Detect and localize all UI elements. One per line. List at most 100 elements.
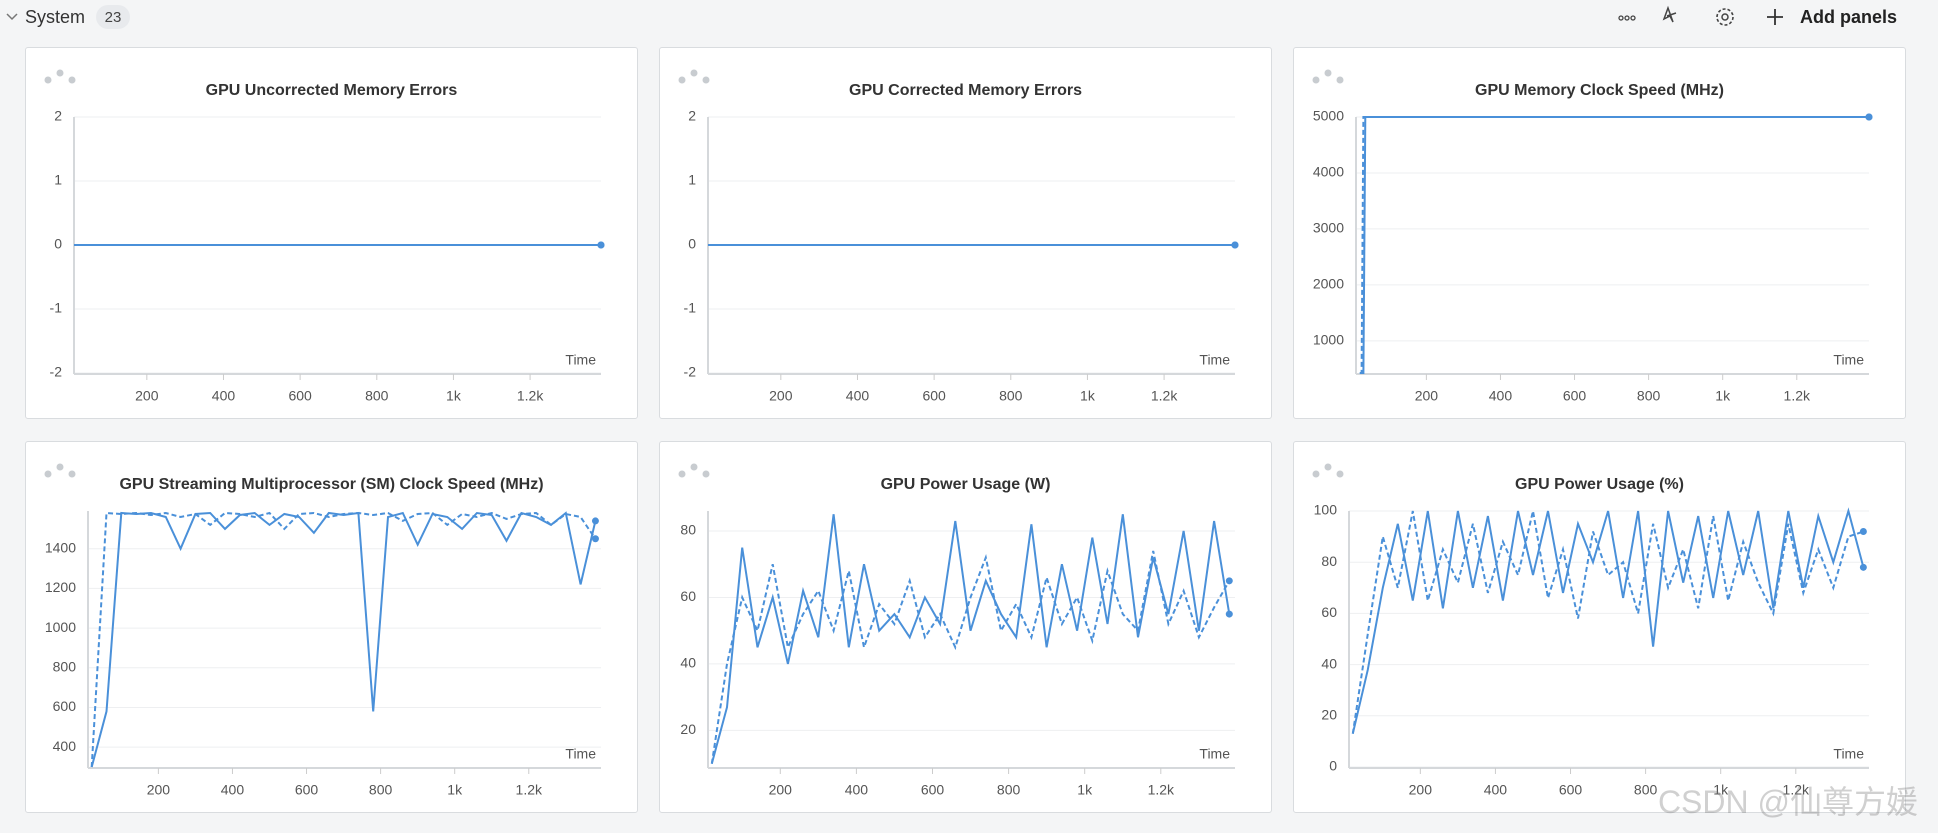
y-tick-label: 5000 <box>1313 108 1344 124</box>
section-title[interactable]: System <box>25 7 85 27</box>
panel-icon <box>1324 463 1332 471</box>
x-tick-label: 400 <box>1484 782 1508 798</box>
x-axis-label: Time <box>1199 746 1230 762</box>
x-tick-label: 600 <box>921 782 945 798</box>
x-tick-label: 1k <box>446 388 462 404</box>
x-tick-label: 1.2k <box>1784 388 1811 404</box>
x-tick-label: 200 <box>769 782 793 798</box>
x-tick-label: 800 <box>999 388 1023 404</box>
panel-icon <box>68 76 76 84</box>
y-tick-label: 60 <box>1321 604 1337 620</box>
y-tick-label: 1 <box>688 172 696 188</box>
y-tick-label: 1400 <box>45 539 76 555</box>
series-line <box>1351 507 1865 734</box>
x-tick-label: 1k <box>1077 782 1093 798</box>
chart: GPU Corrected Memory Errors -2 -1 0 1 2 200 400… <box>678 69 1239 404</box>
count-badge <box>96 5 130 29</box>
chart-title: GPU Uncorrected Memory Errors <box>206 82 458 99</box>
y-tick-label: 4000 <box>1313 164 1344 180</box>
x-tick-label: 600 <box>1563 388 1587 404</box>
x-tick-label: 400 <box>212 388 236 404</box>
x-axis-label: Time <box>1199 352 1230 368</box>
chart-title: GPU Memory Clock Speed (MHz) <box>1475 82 1724 99</box>
end-point <box>591 517 599 525</box>
x-tick-label: 800 <box>1637 388 1661 404</box>
chart-title: GPU Streaming Multiprocessor (SM) Clock … <box>119 476 543 493</box>
add-panels-button[interactable]: Add panels <box>1800 7 1897 27</box>
x-tick-label: 200 <box>135 388 159 404</box>
y-tick-label: 80 <box>1321 553 1337 569</box>
end-point <box>591 535 599 543</box>
chart-panel[interactable]: GPU Memory Clock Speed (MHz) 1000 2000 3000… <box>1293 47 1906 419</box>
y-tick-label: 1200 <box>45 579 76 595</box>
x-axis-label: Time <box>565 352 596 368</box>
panel-icon <box>678 76 686 84</box>
x-tick-label: 600 <box>922 388 946 404</box>
panel-icon <box>1324 69 1332 77</box>
panel-icon <box>690 69 698 77</box>
more-button[interactable] <box>1618 15 1636 21</box>
x-tick-label: 800 <box>997 782 1021 798</box>
section-count: 23 <box>105 9 122 26</box>
panel-icon <box>44 470 52 478</box>
chart-panel[interactable]: GPU Corrected Memory Errors -2 -1 0 1 2 200 400… <box>659 47 1272 419</box>
y-tick-label: 400 <box>53 738 77 754</box>
x-tick-label: 1.2k <box>1783 782 1810 798</box>
y-tick-label: 600 <box>53 698 77 714</box>
x-tick-label: 800 <box>365 388 389 404</box>
x-tick-label: 200 <box>769 388 793 404</box>
collapse-icon[interactable] <box>6 13 18 21</box>
x-tick-label: 400 <box>1489 388 1513 404</box>
chart: GPU Streaming Multiprocessor (SM) Clock … <box>44 463 601 798</box>
series-line <box>1359 116 1869 374</box>
panel-icon <box>702 470 710 478</box>
y-tick-label: 1 <box>54 172 62 188</box>
settings-button[interactable] <box>1716 8 1734 26</box>
end-point <box>1865 113 1873 121</box>
y-tick-label: 40 <box>1321 655 1337 671</box>
y-tick-label: 40 <box>680 655 696 671</box>
x-tick-label: 200 <box>1415 388 1439 404</box>
watermark: CSDN @仙尊方媛 <box>1657 784 1918 820</box>
panel-icon <box>1312 470 1320 478</box>
y-tick-label: 20 <box>680 721 696 737</box>
x-tick-label: 1k <box>1080 388 1096 404</box>
x-tick-label: 1.2k <box>1151 388 1178 404</box>
chart-panel[interactable]: GPU Power Usage (%) 0 20 40 60 80 100 200 400 600… <box>1293 441 1906 813</box>
chart: GPU Power Usage (W) 20 40 60 80 200 400 600 800 1… <box>678 463 1235 798</box>
chart: GPU Uncorrected Memory Errors -2 -1 0 1 2 200 4… <box>44 69 605 404</box>
y-tick-label: 0 <box>1329 758 1337 774</box>
y-tick-label: -2 <box>684 364 697 380</box>
end-point <box>1231 241 1239 249</box>
x-tick-label: 1.2k <box>517 388 544 404</box>
x-axis-label: Time <box>565 746 596 762</box>
x-tick-label: 400 <box>221 782 245 798</box>
y-tick-label: 2 <box>54 108 62 124</box>
panel-icon <box>690 463 698 471</box>
series-line <box>90 511 597 768</box>
pin-button[interactable] <box>1662 5 1677 23</box>
panel-icon <box>1312 76 1320 84</box>
y-tick-label: 2000 <box>1313 276 1344 292</box>
x-tick-label: 1.2k <box>1148 782 1175 798</box>
x-axis-label: Time <box>1833 352 1864 368</box>
end-point <box>1859 527 1867 535</box>
add-icon[interactable] <box>1767 9 1783 25</box>
chart-panel[interactable]: GPU Uncorrected Memory Errors -2 -1 0 1 2 200 4… <box>25 47 638 419</box>
series-line <box>710 550 1231 764</box>
end-point <box>1225 577 1233 585</box>
x-tick-label: 1k <box>447 782 463 798</box>
y-tick-label: -1 <box>50 300 63 316</box>
chart-panel[interactable]: GPU Power Usage (W) 20 40 60 80 200 400 600 800 1… <box>659 441 1272 813</box>
y-tick-label: 0 <box>688 236 696 252</box>
x-tick-label: 200 <box>147 782 171 798</box>
series-line <box>90 511 597 768</box>
panel-icon <box>702 76 710 84</box>
end-point <box>1859 563 1867 571</box>
section-header: System 23 Add panels <box>6 5 1897 29</box>
end-point <box>597 241 605 249</box>
panel-icon <box>678 470 686 478</box>
chart-panel[interactable]: GPU Streaming Multiprocessor (SM) Clock … <box>25 441 638 813</box>
x-tick-label: 1k <box>1715 388 1731 404</box>
